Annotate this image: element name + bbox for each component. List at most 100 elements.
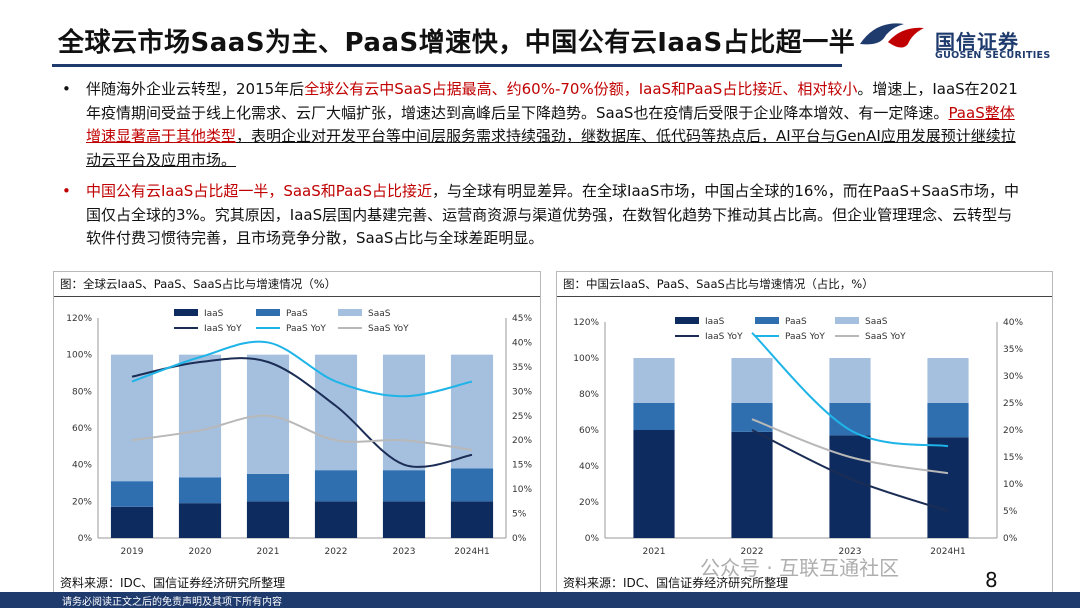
page-title: 全球云市场SaaS为主、PaaS增速快，中国公有云IaaS占比超一半 — [58, 28, 856, 58]
legend-swatch — [338, 309, 362, 316]
bar-segment — [731, 403, 773, 432]
bar-segment — [633, 403, 675, 430]
legend-swatch — [755, 317, 779, 324]
y2-tick-label: 5% — [512, 510, 527, 520]
legend-swatch — [835, 317, 859, 324]
bar-segment — [246, 354, 290, 474]
y-tick-label: 100% — [573, 354, 599, 364]
bar-segment — [829, 435, 871, 538]
bar-segment — [314, 354, 358, 471]
bar-segment — [178, 477, 222, 504]
bar-segment — [450, 501, 494, 538]
x-tick-label: 2022 — [741, 547, 764, 557]
y2-tick-label: 20% — [512, 436, 532, 446]
chart-china-svg: 0% 20% 40% 60% 80% 100% 120% 0% 5% 10% 15% 20% 25% 30… — [573, 317, 1023, 557]
bullet-marker: • — [62, 182, 71, 200]
bullet-marker: • — [62, 80, 71, 98]
guosen-logo — [858, 14, 1058, 66]
legend-label: PaaS — [286, 309, 308, 319]
y-tick-label: 20% — [579, 498, 599, 508]
bar-segment — [246, 473, 290, 502]
y-tick-label: 120% — [66, 314, 92, 324]
chart-title-global: 图：全球云IaaS、PaaS、SaaS占比与增速情况（%） — [60, 277, 337, 291]
series-line — [751, 332, 949, 448]
bullet-item: • 伴随海外企业云转型，2015年后全球公有云中SaaS占据最高、约60%-70%… — [62, 78, 1022, 172]
y2-tick-label: 25% — [512, 412, 532, 422]
bar-segment — [314, 501, 358, 538]
bar-segment — [178, 354, 222, 478]
legend-label: IaaS YoY — [204, 324, 242, 334]
legend-label: SaaS — [368, 309, 391, 319]
y2-tick-label: 30% — [512, 387, 532, 397]
bar-segment — [382, 354, 426, 471]
bar-segment — [450, 468, 494, 502]
y-tick-label: 60% — [579, 426, 599, 436]
y-tick-label: 0% — [78, 534, 93, 544]
x-tick-label: 2024H1 — [454, 547, 489, 557]
x-tick-label: 2021 — [257, 547, 280, 557]
y2-tick-label: 20% — [1003, 426, 1023, 436]
y2-tick-label: 40% — [1003, 318, 1023, 328]
y2-tick-label: 40% — [512, 338, 532, 348]
y-tick-label: 100% — [66, 351, 92, 361]
legend-swatch — [256, 309, 280, 316]
bar-segment — [110, 481, 154, 507]
x-tick-label: 2023 — [393, 547, 416, 557]
y2-tick-label: 35% — [512, 363, 532, 373]
legend-swatch — [675, 317, 699, 324]
bullet-text-segment: 全球公有云中SaaS占据最高、约60%-70%份额，IaaS和PaaS占比接近、… — [304, 80, 858, 98]
legend-label: IaaS YoY — [705, 332, 743, 342]
bullet-text-segment: 。增速上，IaaS在2021年疫情期间受益于线上化需求、云厂大幅扩张，增速达到高… — [86, 80, 1018, 122]
chart-source-global: 资料来源：IDC、国信证券经济研究所整理 — [60, 576, 286, 590]
header: 全球云市场SaaS为主、PaaS增速快，中国公有云IaaS占比超一半 — [0, 0, 1080, 70]
legend-label: PaaS YoY — [286, 324, 326, 334]
bar-segment — [829, 358, 871, 403]
y2-tick-label: 10% — [1003, 480, 1023, 490]
y-tick-label: 20% — [72, 497, 92, 507]
x-tick-label: 2021 — [643, 547, 666, 557]
bullet-text-segment: 中国公有云IaaS占比超一半，SaaS和PaaS占比接近 — [86, 182, 433, 200]
y2-tick-label: 45% — [512, 314, 532, 324]
y2-tick-label: 0% — [512, 534, 527, 544]
legend-label: SaaS YoY — [865, 332, 906, 342]
y2-tick-label: 25% — [1003, 399, 1023, 409]
bar-segment — [927, 437, 969, 538]
bullet-text-segment: ，与全球有明显差异。在全球IaaS市场，中国占全球的16%，而在PaaS+Saa… — [86, 182, 1019, 247]
page-number: 8 — [985, 568, 998, 592]
chart-panel-global: 图：全球云IaaS、PaaS、SaaS占比与增速情况（%） 0% 20% 40% 60… — [53, 271, 541, 595]
chart-panel-china: 图：中国云IaaS、PaaS、SaaS占比与增速情况（占比，%） 0% 20% 40… — [556, 271, 1053, 595]
bar-segment — [731, 431, 773, 538]
y-tick-label: 40% — [579, 462, 599, 472]
bullet-list: • 伴随海外企业云转型，2015年后全球公有云中SaaS占据最高、约60%-70%… — [62, 78, 1022, 259]
x-tick-label: 2022 — [325, 547, 348, 557]
y2-tick-label: 30% — [1003, 372, 1023, 382]
legend-label: SaaS YoY — [368, 324, 409, 334]
bar-segment — [633, 358, 675, 403]
series-line — [131, 414, 473, 451]
footer-bar: 请务必阅读正文之后的免责声明及其项下所有内容 — [0, 592, 1080, 608]
bar-segment — [382, 501, 426, 538]
bar-segment — [927, 358, 969, 403]
y2-tick-label: 15% — [512, 461, 532, 471]
legend-swatch — [174, 309, 198, 316]
chart-global-svg: 0% 20% 40% 60% 80% 100% 120% 0% 5% 10% 15% 20% 25% 30… — [66, 309, 532, 557]
logo-text-en: GUOSEN SECURITIES — [935, 50, 1051, 61]
bar-segment — [633, 430, 675, 538]
title-underline — [52, 64, 842, 67]
watermark: 公众号 · 互联互通社区 — [700, 556, 900, 580]
bar-segment — [314, 470, 358, 502]
series-line — [751, 429, 949, 512]
legend-label: PaaS — [785, 317, 807, 327]
x-tick-label: 2019 — [121, 547, 144, 557]
bullet-text-segment: PaaS整体增速显著高于其他类型 — [86, 103, 1015, 146]
y-tick-label: 0% — [585, 534, 600, 544]
y-tick-label: 120% — [573, 318, 599, 328]
y2-tick-label: 35% — [1003, 345, 1023, 355]
footer-disclaimer: 请务必阅读正文之后的免责声明及其项下所有内容 — [62, 597, 282, 608]
bar-segment — [178, 503, 222, 538]
y2-tick-label: 15% — [1003, 453, 1023, 463]
legend-label: SaaS — [865, 317, 888, 327]
y-tick-label: 40% — [72, 461, 92, 471]
bar-segment — [731, 358, 773, 403]
bar-segment — [246, 501, 290, 538]
